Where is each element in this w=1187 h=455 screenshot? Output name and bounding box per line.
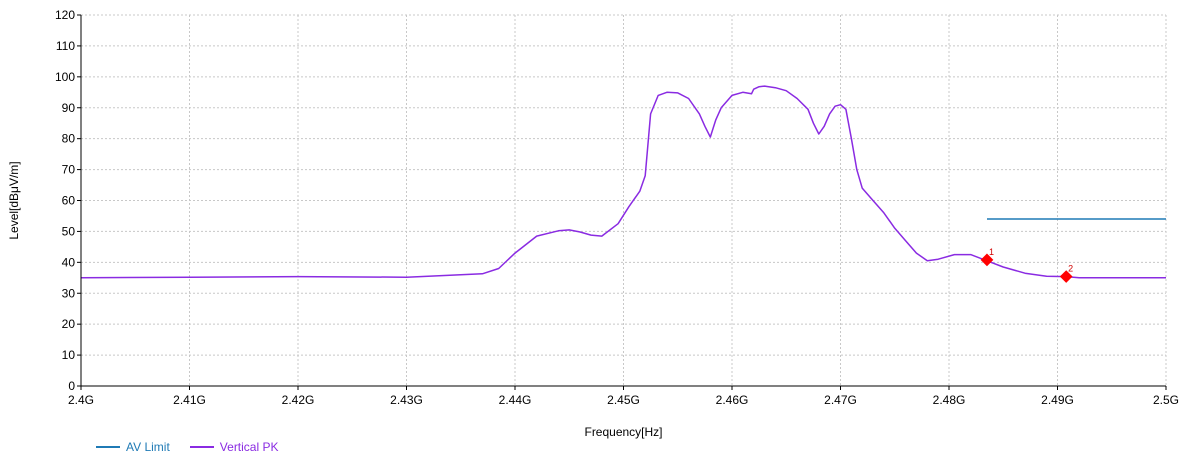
series-line-vertical-pk	[80, 85, 1166, 279]
y-tick-label: 100	[55, 70, 75, 84]
y-axis-title: Level[dBμV/m]	[7, 161, 21, 239]
series-layer	[80, 85, 1166, 279]
y-tick-label: 40	[62, 255, 76, 269]
x-tick-label: 2.5G	[1153, 393, 1179, 407]
x-axis-title: Frequency[Hz]	[584, 425, 662, 439]
legend-item-vertical-pk[interactable]: Vertical PK	[189, 440, 279, 454]
y-tick-label: 90	[62, 101, 76, 115]
x-tick-label: 2.4G	[68, 393, 94, 407]
y-tick-label: 110	[56, 39, 75, 53]
x-tick-label: 2.48G	[933, 393, 966, 407]
y-tick-label: 70	[62, 163, 76, 177]
x-tick-label: 2.45G	[607, 393, 640, 407]
legend-swatch-vertical-pk	[189, 446, 214, 448]
y-tick-label: 60	[62, 194, 76, 208]
x-tick-label: 2.41G	[173, 393, 206, 407]
x-tick-label: 2.46G	[716, 393, 749, 407]
y-tick-label: 30	[62, 286, 76, 300]
legend-swatch-av-limit	[96, 446, 120, 448]
legend-label-vertical-pk: Vertical PK	[219, 440, 279, 454]
grid	[80, 14, 1167, 387]
y-tick-label: 20	[62, 317, 76, 331]
x-tick-label: 2.47G	[824, 393, 857, 407]
y-axis-ticks: 0 10 20 30 40 50 60 70 80 90 100 110 120	[55, 8, 81, 393]
y-tick-label: 0	[68, 379, 75, 393]
legend: AV Limit Vertical PK	[96, 439, 279, 455]
marker-layer: 12	[980, 247, 1073, 283]
marker-label-2: 2	[1068, 264, 1073, 274]
y-tick-label: 120	[55, 8, 75, 22]
y-tick-label: 10	[62, 348, 76, 362]
x-tick-label: 2.44G	[499, 393, 532, 407]
x-tick-label: 2.43G	[390, 393, 423, 407]
x-tick-label: 2.42G	[282, 393, 315, 407]
legend-item-av-limit[interactable]: AV Limit	[96, 440, 170, 454]
x-tick-label: 2.49G	[1041, 393, 1074, 407]
x-axis-ticks: 2.4G 2.41G 2.42G 2.43G 2.44G 2.45G 2.46G 2.47G 2…	[68, 386, 1179, 407]
marker-label-1: 1	[989, 247, 994, 257]
legend-label-av-limit: AV Limit	[126, 440, 170, 454]
y-tick-label: 50	[62, 224, 76, 238]
y-tick-label: 80	[62, 132, 76, 146]
